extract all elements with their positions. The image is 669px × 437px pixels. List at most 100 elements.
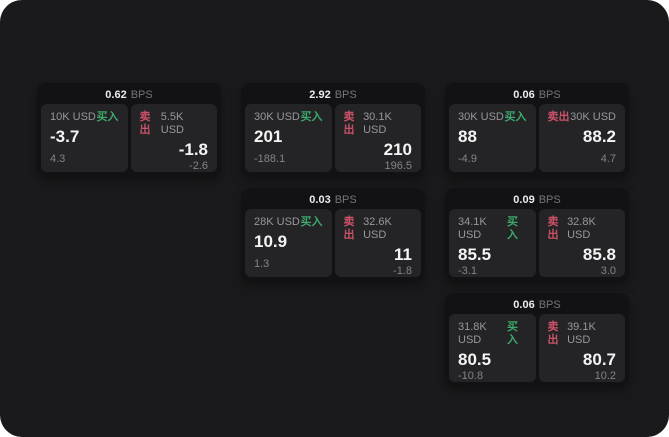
buy-notional-amount: 31.8K USD: [458, 321, 487, 346]
sell-price-value: 11: [394, 245, 412, 264]
buy-panel-top: 28K USD 买入: [254, 216, 323, 229]
sell-quote-panel[interactable]: 卖出 32.6K USD 11 -1.8: [334, 209, 421, 277]
sell-side-label: 卖出: [547, 111, 570, 123]
sell-panel-top: 卖出 39.1K USD: [548, 321, 617, 347]
sell-notional-amount: 5.5K USD: [160, 111, 184, 136]
sell-side-label: 卖出: [547, 321, 559, 346]
buy-price-value: 85.5: [458, 245, 492, 264]
sell-price-value: 88.2: [582, 127, 616, 146]
card-header: 0.62 BPS: [41, 87, 217, 104]
sell-notional-amount: 39.1K USD: [567, 321, 596, 346]
bps-unit-label: BPS: [538, 194, 561, 206]
spread-bps-value: 0.06: [513, 299, 535, 311]
quote-card: 2.92 BPS 30K USD 买入 201 -188.1 卖出 30.1K …: [241, 83, 425, 176]
buy-panel-top: 34.1K USD 买入: [458, 216, 527, 242]
card-header: 0.06 BPS: [449, 87, 625, 104]
sell-side-label: 卖出: [547, 216, 559, 241]
card-body: 31.8K USD 买入 80.5 -10.8 卖出 39.1K USD 80.…: [449, 314, 625, 382]
buy-side-label: 买入: [504, 111, 527, 123]
buy-side-label: 买入: [506, 216, 518, 241]
sell-delta-value: 10.2: [594, 370, 616, 382]
buy-notional-amount: 30K USD: [458, 111, 504, 123]
quote-card: 0.06 BPS 31.8K USD 买入 80.5 -10.8 卖出 39.1…: [445, 293, 629, 386]
buy-notional-amount: 34.1K USD: [458, 216, 487, 241]
sell-side-label: 卖出: [343, 111, 355, 136]
quote-cards-grid: 0.62 BPS 10K USD 买入 -3.7 4.3 卖出 5.5K USD: [37, 83, 629, 386]
quote-card: 0.62 BPS 10K USD 买入 -3.7 4.3 卖出 5.5K USD: [37, 83, 221, 176]
buy-delta-value: -188.1: [254, 153, 286, 165]
buy-side-label: 买入: [300, 216, 323, 228]
spread-bps-value: 0.06: [513, 89, 535, 101]
card-body: 30K USD 买入 201 -188.1 卖出 30.1K USD 210 1…: [245, 104, 421, 172]
sell-delta-value: 3.0: [600, 265, 616, 277]
sell-notional-amount: 32.6K USD: [363, 216, 392, 241]
buy-panel-top: 10K USD 买入: [50, 111, 119, 124]
buy-price-value: 10.9: [254, 232, 288, 251]
sell-price-value: 85.8: [582, 245, 616, 264]
sell-side-label: 卖出: [343, 216, 355, 241]
buy-notional-amount: 28K USD: [254, 216, 300, 228]
sell-delta-value: -1.8: [393, 265, 412, 277]
card-body: 10K USD 买入 -3.7 4.3 卖出 5.5K USD -1.8 -2.…: [41, 104, 217, 172]
bps-unit-label: BPS: [538, 89, 561, 101]
sell-quote-panel[interactable]: 卖出 39.1K USD 80.7 10.2: [538, 314, 625, 382]
sell-panel-top: 卖出 32.6K USD: [344, 216, 413, 242]
spread-bps-value: 2.92: [309, 89, 331, 101]
sell-price-value: 80.7: [582, 350, 616, 369]
buy-notional-amount: 30K USD: [254, 111, 300, 123]
card-body: 34.1K USD 买入 85.5 -3.1 卖出 32.8K USD 85.8…: [449, 209, 625, 277]
card-header: 2.92 BPS: [245, 87, 421, 104]
spread-bps-value: 0.03: [309, 194, 331, 206]
sell-notional-amount: 32.8K USD: [567, 216, 596, 241]
buy-notional-amount: 10K USD: [50, 111, 96, 123]
buy-side-label: 买入: [300, 111, 323, 123]
sell-price-value: -1.8: [178, 140, 208, 159]
buy-quote-panel[interactable]: 30K USD 买入 201 -188.1: [245, 104, 332, 172]
sell-panel-top: 卖出 30.1K USD: [344, 111, 413, 137]
sell-notional-amount: 30.1K USD: [363, 111, 392, 136]
buy-price-value: 88: [458, 127, 477, 146]
buy-price-value: -3.7: [50, 127, 80, 146]
sell-quote-panel[interactable]: 卖出 30.1K USD 210 196.5: [334, 104, 421, 172]
buy-panel-top: 31.8K USD 买入: [458, 321, 527, 347]
sell-side-label: 卖出: [139, 111, 151, 136]
sell-delta-value: 196.5: [384, 160, 412, 172]
card-header: 0.03 BPS: [245, 192, 421, 209]
card-body: 30K USD 买入 88 -4.9 卖出 30K USD 88.2 4.7: [449, 104, 625, 172]
buy-quote-panel[interactable]: 28K USD 买入 10.9 1.3: [245, 209, 332, 277]
sell-notional-amount: 30K USD: [570, 111, 616, 123]
buy-delta-value: -4.9: [458, 153, 477, 165]
quote-card: 0.09 BPS 34.1K USD 买入 85.5 -3.1 卖出 32.8K…: [445, 188, 629, 281]
sell-quote-panel[interactable]: 卖出 30K USD 88.2 4.7: [538, 104, 625, 172]
card-body: 28K USD 买入 10.9 1.3 卖出 32.6K USD 11 -1.8: [245, 209, 421, 277]
sell-quote-panel[interactable]: 卖出 32.8K USD 85.8 3.0: [538, 209, 625, 277]
spread-bps-value: 0.09: [513, 194, 535, 206]
buy-side-label: 买入: [506, 321, 518, 346]
quote-card: 0.06 BPS 30K USD 买入 88 -4.9 卖出 30K USD: [445, 83, 629, 176]
card-header: 0.09 BPS: [449, 192, 625, 209]
buy-quote-panel[interactable]: 10K USD 买入 -3.7 4.3: [41, 104, 128, 172]
sell-delta-value: 4.7: [600, 153, 616, 165]
sell-delta-value: -2.6: [189, 160, 208, 172]
buy-price-value: 80.5: [458, 350, 492, 369]
bps-unit-label: BPS: [334, 194, 357, 206]
bps-unit-label: BPS: [130, 89, 153, 101]
buy-delta-value: -3.1: [458, 265, 477, 277]
buy-price-value: 201: [254, 127, 283, 146]
buy-delta-value: 4.3: [50, 153, 66, 165]
bps-unit-label: BPS: [538, 299, 561, 311]
bps-unit-label: BPS: [334, 89, 357, 101]
sell-panel-top: 卖出 30K USD: [548, 111, 617, 124]
sell-quote-panel[interactable]: 卖出 5.5K USD -1.8 -2.6: [130, 104, 217, 172]
quote-card: 0.03 BPS 28K USD 买入 10.9 1.3 卖出 32.6K US…: [241, 188, 425, 281]
buy-delta-value: -10.8: [458, 370, 484, 382]
buy-quote-panel[interactable]: 31.8K USD 买入 80.5 -10.8: [449, 314, 536, 382]
buy-quote-panel[interactable]: 30K USD 买入 88 -4.9: [449, 104, 536, 172]
sell-price-value: 210: [383, 140, 412, 159]
buy-delta-value: 1.3: [254, 258, 270, 270]
buy-panel-top: 30K USD 买入: [254, 111, 323, 124]
sell-panel-top: 卖出 32.8K USD: [548, 216, 617, 242]
buy-panel-top: 30K USD 买入: [458, 111, 527, 124]
buy-quote-panel[interactable]: 34.1K USD 买入 85.5 -3.1: [449, 209, 536, 277]
